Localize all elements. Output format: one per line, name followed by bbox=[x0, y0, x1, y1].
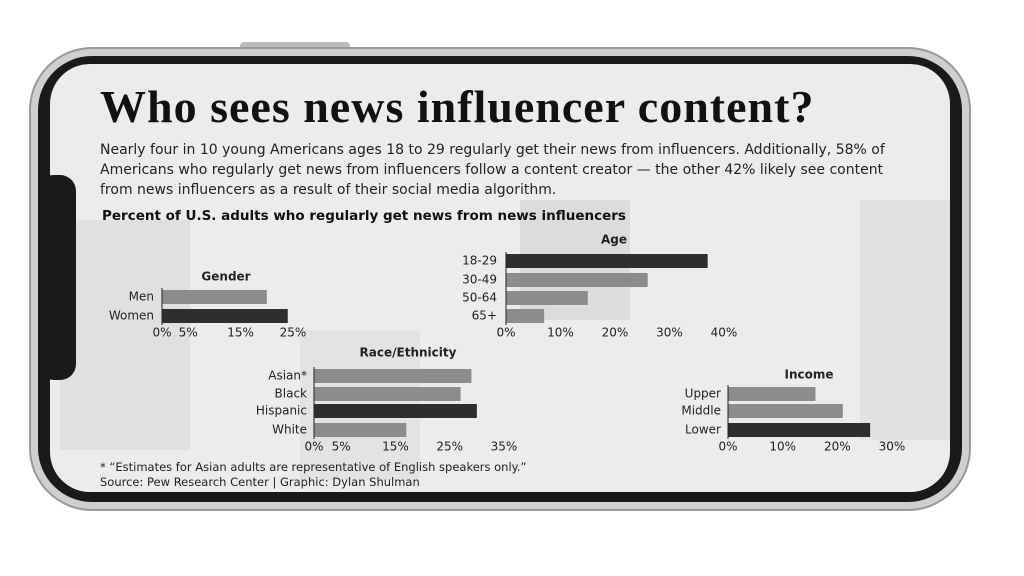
bar bbox=[506, 309, 545, 323]
x-tick-label: 20% bbox=[824, 440, 851, 454]
chart-title: Income bbox=[784, 368, 833, 382]
bar bbox=[728, 423, 871, 437]
bar bbox=[314, 423, 407, 437]
source: Source: Pew Research Center | Graphic: D… bbox=[100, 475, 420, 489]
bar bbox=[728, 387, 816, 401]
bar bbox=[314, 369, 472, 383]
x-tick-label: 10% bbox=[547, 326, 574, 340]
category-label: Lower bbox=[685, 423, 721, 437]
category-label: Upper bbox=[685, 387, 721, 401]
x-tick-label: 10% bbox=[769, 440, 796, 454]
x-tick-label: 0% bbox=[304, 440, 323, 454]
bar bbox=[162, 290, 267, 304]
newspaper-texture bbox=[60, 220, 190, 450]
chart-title: Age bbox=[601, 233, 627, 247]
chart-title: Race/Ethnicity bbox=[360, 346, 457, 360]
category-label: Hispanic bbox=[256, 404, 307, 418]
bar bbox=[162, 309, 288, 323]
x-tick-label: 25% bbox=[280, 326, 307, 340]
bar bbox=[728, 404, 843, 418]
category-label: Asian* bbox=[268, 369, 307, 383]
x-tick-label: 30% bbox=[656, 326, 683, 340]
bar bbox=[506, 254, 708, 268]
x-tick-label: 0% bbox=[152, 326, 171, 340]
x-tick-label: 0% bbox=[496, 326, 515, 340]
category-label: 18-29 bbox=[462, 254, 497, 268]
x-tick-label: 15% bbox=[382, 440, 409, 454]
bar bbox=[506, 291, 588, 305]
category-label: 30-49 bbox=[462, 273, 497, 287]
x-tick-label: 35% bbox=[491, 440, 518, 454]
category-label: Middle bbox=[681, 404, 721, 418]
x-tick-label: 15% bbox=[227, 326, 254, 340]
category-label: Men bbox=[129, 290, 154, 304]
x-tick-label: 20% bbox=[602, 326, 629, 340]
category-label: Women bbox=[109, 309, 154, 323]
x-tick-label: 40% bbox=[711, 326, 738, 340]
category-label: Black bbox=[275, 387, 308, 401]
category-label: White bbox=[272, 423, 307, 437]
newspaper-texture bbox=[860, 200, 950, 440]
screen-bg bbox=[50, 64, 950, 492]
description: Nearly four in 10 young Americans ages 1… bbox=[100, 142, 885, 198]
category-label: 50-64 bbox=[462, 291, 497, 305]
title: Who sees news influencer content? bbox=[100, 81, 815, 132]
bar bbox=[314, 404, 477, 418]
x-tick-label: 25% bbox=[436, 440, 463, 454]
chart-title: Gender bbox=[201, 270, 250, 284]
x-tick-label: 0% bbox=[718, 440, 737, 454]
category-label: 65+ bbox=[472, 309, 497, 323]
bar bbox=[506, 273, 648, 287]
x-tick-label: 5% bbox=[179, 326, 198, 340]
chart-heading: Percent of U.S. adults who regularly get… bbox=[102, 208, 626, 224]
bar bbox=[314, 387, 461, 401]
x-tick-label: 30% bbox=[879, 440, 906, 454]
phone-notch bbox=[38, 175, 76, 380]
footnote: * “Estimates for Asian adults are repres… bbox=[100, 460, 527, 474]
x-tick-label: 5% bbox=[332, 440, 351, 454]
